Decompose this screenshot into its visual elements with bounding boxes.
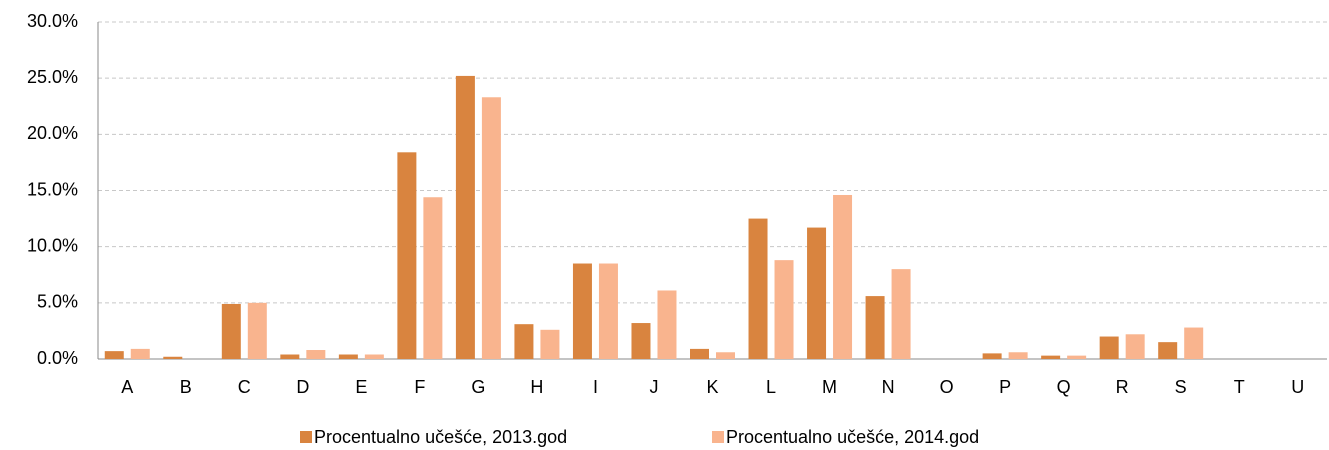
y-tick-label: 30.0% [27, 11, 78, 31]
y-tick-label: 15.0% [27, 179, 78, 199]
x-tick-label: U [1291, 377, 1304, 397]
bar [1125, 334, 1145, 359]
bar [982, 353, 1002, 359]
bar [1067, 355, 1087, 359]
legend-label: Procentualno učešće, 2014.god [726, 427, 979, 447]
x-tick-label: S [1175, 377, 1187, 397]
bar [104, 351, 124, 359]
bar [572, 263, 592, 359]
bar [280, 354, 300, 359]
bar [163, 356, 183, 359]
x-tick-label: O [940, 377, 954, 397]
x-tick-label: H [530, 377, 543, 397]
bar [481, 97, 501, 359]
bar [514, 324, 534, 359]
x-tick-label: I [593, 377, 598, 397]
bar [1008, 352, 1028, 359]
legend-swatch [300, 431, 312, 443]
x-tick-label: C [238, 377, 251, 397]
x-tick-label: D [296, 377, 309, 397]
bar [657, 290, 677, 359]
y-tick-label: 0.0% [37, 348, 78, 368]
bar [807, 227, 827, 359]
bar [423, 197, 443, 359]
bar [364, 354, 384, 359]
x-tick-label: Q [1057, 377, 1071, 397]
bar [306, 350, 326, 359]
bar [540, 329, 560, 359]
x-tick-label: A [121, 377, 133, 397]
x-tick-label: P [999, 377, 1011, 397]
bar [833, 194, 853, 359]
bar [397, 152, 417, 359]
legend-swatch [712, 431, 724, 443]
x-tick-label: K [706, 377, 718, 397]
x-tick-label: G [471, 377, 485, 397]
bar [1041, 355, 1061, 359]
y-tick-label: 20.0% [27, 123, 78, 143]
x-tick-label: N [882, 377, 895, 397]
bar [221, 303, 241, 359]
y-tick-label: 10.0% [27, 235, 78, 255]
x-tick-label: F [414, 377, 425, 397]
x-tick-label: R [1116, 377, 1129, 397]
bar [631, 323, 651, 359]
bar [865, 296, 885, 359]
x-tick-label: L [766, 377, 776, 397]
y-tick-label: 5.0% [37, 292, 78, 312]
bar [455, 75, 475, 360]
bar [1184, 327, 1204, 359]
bar [1158, 342, 1178, 359]
x-tick-label: J [649, 377, 658, 397]
y-tick-label: 25.0% [27, 67, 78, 87]
bar [130, 348, 150, 359]
x-tick-label: E [355, 377, 367, 397]
bar [1099, 336, 1119, 359]
bar [716, 352, 735, 359]
bar [774, 260, 794, 359]
bar [338, 354, 358, 359]
x-tick-label: T [1234, 377, 1245, 397]
bar [891, 269, 911, 359]
bar [598, 263, 618, 359]
x-tick-label: M [822, 377, 837, 397]
legend-label: Procentualno učešće, 2013.god [314, 427, 567, 447]
bar [247, 302, 267, 359]
x-tick-label: B [180, 377, 192, 397]
bar [690, 348, 709, 359]
bar [748, 218, 768, 359]
